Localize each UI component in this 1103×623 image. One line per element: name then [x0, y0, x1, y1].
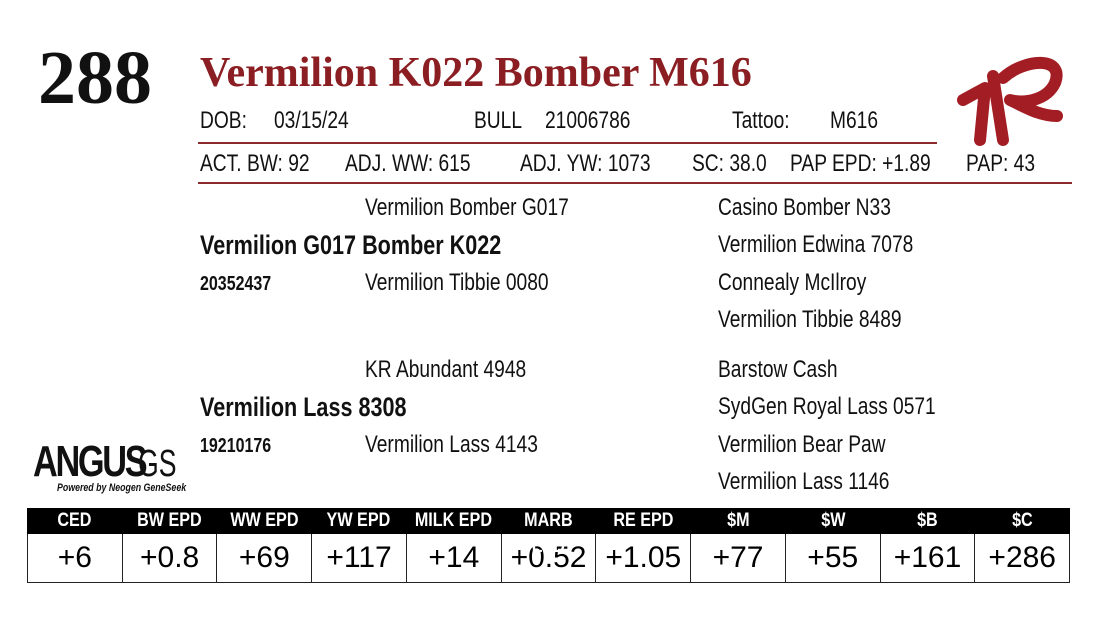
sex: BULL [474, 107, 523, 134]
stat: ADJ. YW: 1073 [520, 150, 651, 177]
pedigree-name: Connealy McIlroy [718, 269, 867, 296]
epd-value: +6 [57, 541, 92, 574]
stat: PAP EPD: +1.89 [790, 150, 931, 177]
epd-value: +1.05 [595, 534, 690, 582]
epd-value-row: +6 +0.8 +69 +117 +14 +0.52 +1.05 +77 +55 +161 +286 [27, 534, 1070, 583]
epd-value: +69 [216, 534, 311, 582]
pedigree-name: Vermilion Bear Paw [718, 431, 886, 458]
logo-tagline: Powered by Neogen GeneSeek [57, 482, 187, 494]
epd-header: CED [57, 510, 92, 531]
sire-name: Vermilion G017 Bomber K022 [200, 230, 502, 260]
logo-suffix: GS [138, 443, 177, 485]
brand-stroke [957, 56, 1063, 146]
epd-value: +117 [311, 534, 406, 582]
tattoo-label: Tattoo: [732, 107, 790, 134]
pedigree-name: Vermilion Tibbie 0080 [365, 269, 549, 296]
epd-header: MARB EPD [524, 510, 573, 557]
epd-value: +0.8 [121, 534, 217, 582]
epd-header: $B [917, 510, 939, 531]
tattoo: M616 [830, 107, 879, 134]
epd-header: RE EPD [613, 510, 674, 531]
pedigree-name: Barstow Cash [718, 356, 838, 383]
sire-registration: 20352437 [200, 273, 272, 295]
lot-number: 288 [38, 36, 152, 120]
stat: ACT. BW: 92 [200, 150, 310, 177]
stat: ADJ. WW: 615 [345, 150, 471, 177]
epd-header: MILK EPD [415, 510, 493, 531]
epd-header: $C [1012, 510, 1033, 531]
epd-value: +55 [784, 534, 880, 582]
brand-mark [957, 56, 1063, 146]
epd-value: +161 [879, 534, 975, 582]
dam-name: Vermilion Lass 8308 [200, 392, 407, 422]
epd-value: +286 [974, 534, 1069, 582]
epd-header: $W [820, 510, 846, 531]
pedigree-name: Vermilion Bomber G017 [365, 194, 569, 221]
registration: 21006786 [545, 107, 631, 134]
rule [198, 182, 1072, 184]
epd-header: $M [726, 510, 750, 531]
epd-header-row: CED BW EPD WW EPD YW EPD MILK EPD MARB EPD RE … [27, 508, 1070, 557]
pedigree-name: Vermilion Lass 4143 [365, 431, 538, 458]
epd-value: +14 [405, 534, 501, 582]
pedigree-name: Vermilion Lass 1146 [718, 468, 890, 495]
pedigree-name: Vermilion Edwina 7078 [718, 231, 914, 258]
pedigree-name: Vermilion Tibbie 8489 [718, 306, 902, 333]
dob-label: DOB: [200, 107, 247, 134]
epd-value: +77 [690, 534, 785, 582]
stat: SC: 38.0 [692, 150, 767, 177]
pedigree-name: Casino Bomber N33 [718, 194, 891, 221]
logo-brand: ANGUS [33, 437, 148, 486]
pedigree-name: KR Abundant 4948 [365, 356, 527, 383]
epd-value: +0.52 [500, 534, 596, 582]
stat: PAP: 43 [966, 150, 1036, 177]
dam-registration: 19210176 [200, 435, 272, 457]
epd-header: WW EPD [229, 510, 299, 531]
dob: 03/15/24 [274, 107, 349, 134]
rule [198, 142, 937, 144]
animal-name: Vermilion K022 Bomber M616 [200, 50, 752, 96]
epd-table: CED BW EPD WW EPD YW EPD MILK EPD MARB EPD RE … [27, 508, 1070, 583]
epd-header: YW EPD [326, 510, 391, 531]
epd-header: BW EPD [136, 510, 202, 531]
pedigree-name: SydGen Royal Lass 0571 [718, 393, 936, 420]
